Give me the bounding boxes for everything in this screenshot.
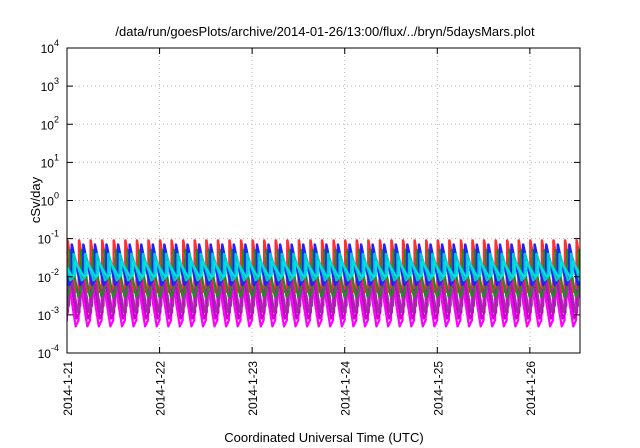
x-axis-label: Coordinated Universal Time (UTC) xyxy=(224,430,423,445)
y-tick-label: 101 xyxy=(41,152,59,170)
y-tick-label: 10-3 xyxy=(38,305,59,323)
y-tick-label: 10-4 xyxy=(38,343,59,361)
x-tick-label: 2014-1-24 xyxy=(339,361,353,416)
x-tick-label: 2014-1-25 xyxy=(431,361,445,416)
y-tick-label: 10-2 xyxy=(38,267,59,285)
data-series-line xyxy=(67,252,580,282)
x-tick-label: 2014-1-26 xyxy=(524,361,538,416)
y-tick-label: 10-1 xyxy=(38,229,59,247)
y-tick-label: 102 xyxy=(41,114,59,132)
plot-area xyxy=(67,239,580,328)
y-tick-label: 100 xyxy=(41,191,59,209)
chart-title: /data/run/goesPlots/archive/2014-01-26/1… xyxy=(115,24,535,39)
x-axis: 2014-1-21 2014-1-22 2014-1-23 2014-1-24 2014… xyxy=(61,48,538,416)
y-tick-label: 104 xyxy=(41,38,59,56)
y-tick-label: 103 xyxy=(41,76,59,94)
x-tick-label: 2014-1-23 xyxy=(246,361,260,416)
y-axis: 10-4 10-3 10-2 10-1 100 101 102 103 104 xyxy=(38,38,580,361)
data-series-line xyxy=(67,249,580,298)
x-tick-label: 2014-1-22 xyxy=(154,361,168,416)
y-axis-label: cSv/day xyxy=(28,176,43,223)
data-series-line xyxy=(67,260,580,278)
x-tick-label: 2014-1-21 xyxy=(61,361,75,416)
